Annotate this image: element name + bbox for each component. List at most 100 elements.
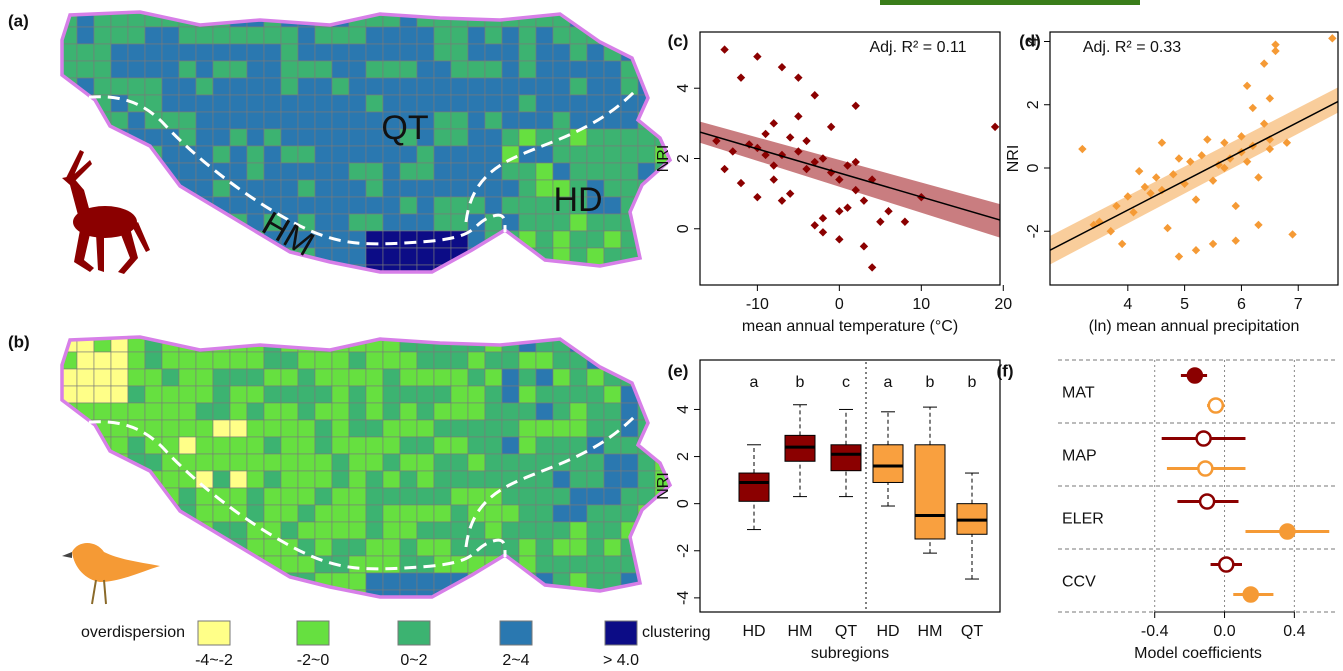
map-cell [62, 453, 78, 472]
map-cell [348, 555, 367, 574]
map-cell [280, 179, 299, 198]
map-cell [331, 436, 350, 455]
map-cell [433, 128, 452, 147]
map-cell [552, 419, 571, 438]
map-cell [280, 12, 299, 28]
map-cell [399, 521, 418, 540]
map-cell [297, 385, 316, 404]
map-cell [314, 487, 333, 506]
map-cell [212, 60, 231, 79]
legend-swatch [397, 620, 431, 646]
map-cell [484, 264, 503, 272]
map-cell [620, 470, 639, 489]
map-cell [314, 368, 333, 387]
map-cell [246, 351, 265, 370]
map-cell [297, 94, 316, 113]
map-cell [501, 162, 520, 181]
map-cell [93, 487, 112, 506]
map-cell [433, 402, 452, 421]
map-cell [297, 179, 316, 198]
map-cell [161, 368, 180, 387]
map-cell [569, 162, 588, 181]
map-cell [416, 60, 435, 79]
map-cell [195, 179, 214, 198]
map-cell [552, 26, 571, 45]
map-cell [195, 368, 214, 387]
map-cell [637, 264, 656, 272]
map-cell [399, 419, 418, 438]
map-cell [365, 43, 384, 62]
map-cell [246, 453, 265, 472]
map-cell [467, 162, 486, 181]
map-cell [365, 247, 384, 266]
map-cell [348, 487, 367, 506]
map-cell [178, 43, 197, 62]
point [777, 196, 787, 205]
map-cell [331, 77, 350, 96]
map-cell [365, 504, 384, 523]
point [1265, 94, 1275, 103]
map-cell [229, 402, 248, 421]
map-cell [212, 145, 231, 164]
map-cell [484, 351, 503, 370]
map-cell [654, 402, 670, 421]
map-cell [246, 94, 265, 113]
map-cell [535, 504, 554, 523]
map-cell [467, 368, 486, 387]
map-cell [178, 111, 197, 130]
plot-area [700, 45, 1000, 272]
map-cell [672, 61, 689, 78]
map-cell [535, 230, 554, 249]
map-cell [229, 419, 248, 438]
region-label: QT [381, 109, 428, 147]
map-cell [331, 213, 350, 232]
map-cell [263, 111, 282, 130]
map-cell [263, 470, 282, 489]
map-cell [399, 179, 418, 198]
point [1242, 157, 1252, 166]
map-cell [212, 504, 231, 523]
point [1231, 236, 1240, 245]
point [769, 161, 778, 170]
map-cell [399, 337, 418, 353]
map-cell [518, 589, 537, 597]
map-cell [76, 351, 95, 370]
map-cell [586, 43, 605, 62]
map-cell [365, 145, 384, 164]
map-cell [603, 351, 622, 370]
map-cell [195, 538, 214, 557]
map-cell [484, 589, 503, 597]
map-cell [178, 351, 197, 370]
map-cell [127, 145, 146, 164]
map-cell [586, 453, 605, 472]
map-cell [518, 162, 537, 181]
map-cell [263, 264, 282, 272]
map-cell [331, 94, 350, 113]
map-cell [416, 470, 435, 489]
map-cell [433, 145, 452, 164]
map-cell [229, 572, 248, 591]
map-cell [569, 77, 588, 96]
annotation: Adj. R² = 0.33 [1083, 39, 1181, 56]
map-cell [433, 521, 452, 540]
map-cell [161, 60, 180, 79]
map-cell [467, 402, 486, 421]
map-cell [603, 264, 622, 272]
plot-frame [699, 359, 1001, 613]
map-cell [484, 111, 503, 130]
map-cell [399, 247, 418, 266]
map-cell [331, 419, 350, 438]
map-cell [535, 111, 554, 130]
map-cell [654, 555, 670, 574]
map-cell [399, 12, 418, 28]
map-cell [195, 555, 214, 574]
map-cell [569, 402, 588, 421]
point [1254, 173, 1263, 182]
map-cell [569, 368, 588, 387]
map-cell [229, 26, 248, 45]
map-cell [314, 264, 333, 272]
point [1328, 34, 1337, 43]
map-cell [110, 351, 129, 370]
map-cell [246, 402, 265, 421]
map-cell [178, 94, 197, 113]
